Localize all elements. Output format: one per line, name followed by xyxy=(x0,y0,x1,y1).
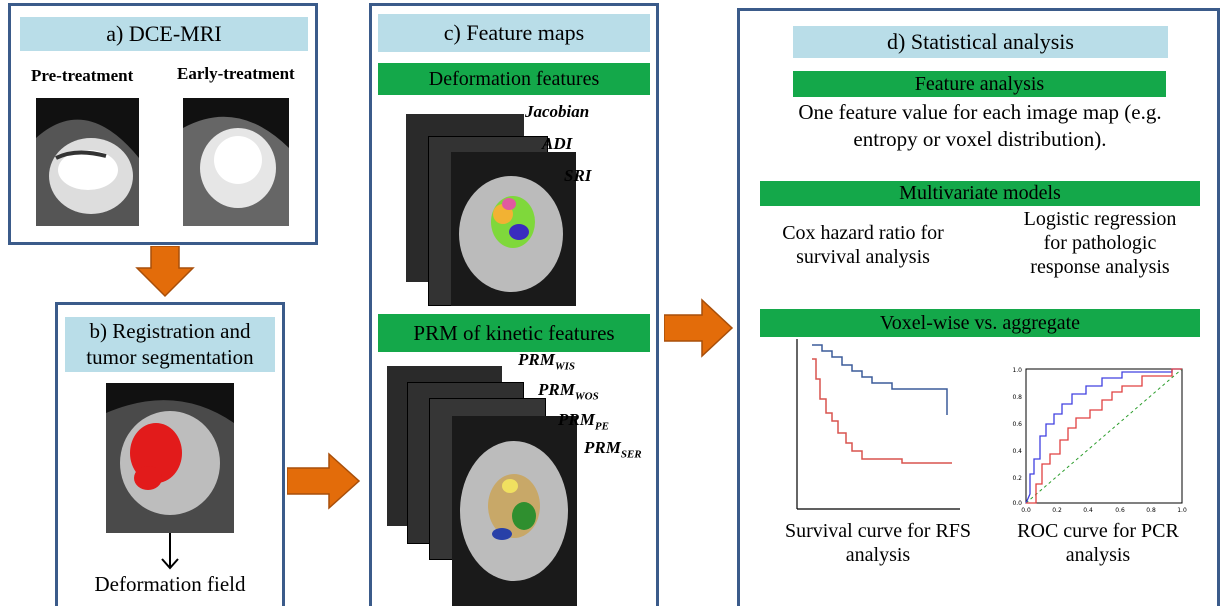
prm-pe-label: PRMPE xyxy=(558,410,609,432)
survival-curve-chart xyxy=(796,339,960,510)
roc-ytick-5: 0.2 xyxy=(1012,475,1022,482)
roc-diagonal xyxy=(1025,368,1183,504)
deformation-map-layer-3 xyxy=(451,152,576,306)
survival-curve-blue xyxy=(812,344,948,415)
arrow-a-to-b xyxy=(135,246,195,298)
logit-line1: Logistic regression xyxy=(1023,208,1177,230)
cox-line2: survival analysis xyxy=(796,246,930,268)
cox-line1: Cox hazard ratio for xyxy=(782,222,944,244)
roc-xtick-2: 0.2 xyxy=(1052,507,1062,514)
roc-ytick-1: 1.0 xyxy=(1012,367,1022,374)
roc-xtick-3: 0.4 xyxy=(1083,507,1093,514)
feature-analysis-bar: Feature analysis xyxy=(793,71,1166,97)
segmentation-mri-image xyxy=(106,383,234,533)
multivariate-models-bar: Multivariate models xyxy=(760,181,1200,206)
segmentation-drawing xyxy=(106,400,234,533)
panel-registration: b) Registration and tumor segmentation D… xyxy=(55,302,285,606)
feature-analysis-text: One feature value for each image map (e.… xyxy=(750,99,1210,153)
prm-wos-label: PRMWOS xyxy=(538,380,599,402)
arrow-b-to-c xyxy=(287,452,361,510)
survival-curve-red xyxy=(812,358,952,464)
prm-ser-base: PRM xyxy=(584,438,621,457)
roc-curve-caption: ROC curve for PCR analysis xyxy=(998,519,1198,567)
deformation-features-bar: Deformation features xyxy=(378,63,650,95)
prm-map-layer-4 xyxy=(452,416,577,606)
roc-curve-blue xyxy=(1025,368,1182,504)
roc-ytick-6: 0.0 xyxy=(1012,500,1022,507)
survival-caption-line2: analysis xyxy=(845,544,911,566)
prm-ser-sub: SER xyxy=(620,448,642,461)
deformation-down-arrow xyxy=(161,533,179,570)
logit-line2: for pathologic xyxy=(1043,232,1157,254)
panel-b-title: b) Registration and tumor segmentation xyxy=(65,317,275,372)
roc-caption-line2: analysis xyxy=(1065,544,1131,566)
prm-wis-label: PRMWIS xyxy=(518,350,575,372)
pre-treatment-mri-image xyxy=(36,98,139,226)
roc-ytick-2: 0.8 xyxy=(1012,394,1022,401)
survival-caption-line1: Survival curve for RFS xyxy=(784,520,972,542)
feature-text-line1: One feature value for each image map (e.… xyxy=(798,100,1162,124)
early-treatment-mri-drawing xyxy=(183,116,289,226)
prm-wis-sub: WIS xyxy=(554,360,576,373)
pre-treatment-label: Pre-treatment xyxy=(31,66,134,85)
roc-curve-red xyxy=(1026,368,1182,504)
prm-wos-sub: WOS xyxy=(574,390,599,403)
deformation-map-drawing xyxy=(451,152,576,306)
early-treatment-label: Early-treatment xyxy=(177,64,295,83)
arrow-c-to-d xyxy=(664,298,734,358)
survival-curve-caption: Survival curve for RFS analysis xyxy=(768,519,988,567)
logit-line3: response analysis xyxy=(1030,256,1170,278)
sri-label: SRI xyxy=(564,166,592,185)
voxelwise-aggregate-bar: Voxel-wise vs. aggregate xyxy=(760,309,1200,337)
panel-dce-mri: a) DCE-MRI Pre-treatment Early-treatment xyxy=(8,3,318,245)
panel-b-title-line1: b) Registration and xyxy=(89,319,251,343)
panel-statistical-analysis: d) Statistical analysis Feature analysis… xyxy=(737,8,1220,606)
prm-pe-base: PRM xyxy=(558,410,595,429)
roc-caption-line1: ROC curve for PCR xyxy=(1017,520,1179,542)
cox-hazard-text: Cox hazard ratio for survival analysis xyxy=(768,221,958,269)
prm-ser-label: PRMSER xyxy=(584,438,642,460)
panel-feature-maps: c) Feature maps Deformation features Jac… xyxy=(369,3,659,606)
roc-ytick-4: 0.4 xyxy=(1012,448,1022,455)
roc-xtick-6: 1.0 xyxy=(1177,507,1187,514)
roc-xtick-1: 0.0 xyxy=(1021,507,1031,514)
panel-b-title-line2: tumor segmentation xyxy=(86,345,254,369)
prm-wos-base: PRM xyxy=(538,380,575,399)
panel-d-title: d) Statistical analysis xyxy=(793,26,1168,58)
panel-c-title: c) Feature maps xyxy=(378,14,650,52)
feature-text-line2: entropy or voxel distribution). xyxy=(853,127,1107,151)
jacobian-label: Jacobian xyxy=(525,102,590,121)
adi-label: ADI xyxy=(542,134,573,153)
roc-xtick-5: 0.8 xyxy=(1146,507,1156,514)
roc-ytick-3: 0.6 xyxy=(1012,421,1022,428)
prm-map-drawing xyxy=(452,416,577,606)
logistic-regression-text: Logistic regression for pathologic respo… xyxy=(1000,207,1200,279)
panel-a-title: a) DCE-MRI xyxy=(20,17,308,51)
prm-wis-base: PRM xyxy=(518,350,555,369)
pre-treatment-mri-drawing xyxy=(36,119,139,226)
deformation-field-caption: Deformation field xyxy=(94,572,246,596)
roc-xtick-4: 0.6 xyxy=(1115,507,1125,514)
early-treatment-mri-image xyxy=(183,98,289,226)
roc-curve-chart: 1.0 0.8 0.6 0.4 0.2 0.0 0.0 0.2 0.4 0.6 … xyxy=(1012,367,1187,514)
prm-pe-sub: PE xyxy=(594,420,609,433)
prm-kinetic-features-bar: PRM of kinetic features xyxy=(378,314,650,352)
